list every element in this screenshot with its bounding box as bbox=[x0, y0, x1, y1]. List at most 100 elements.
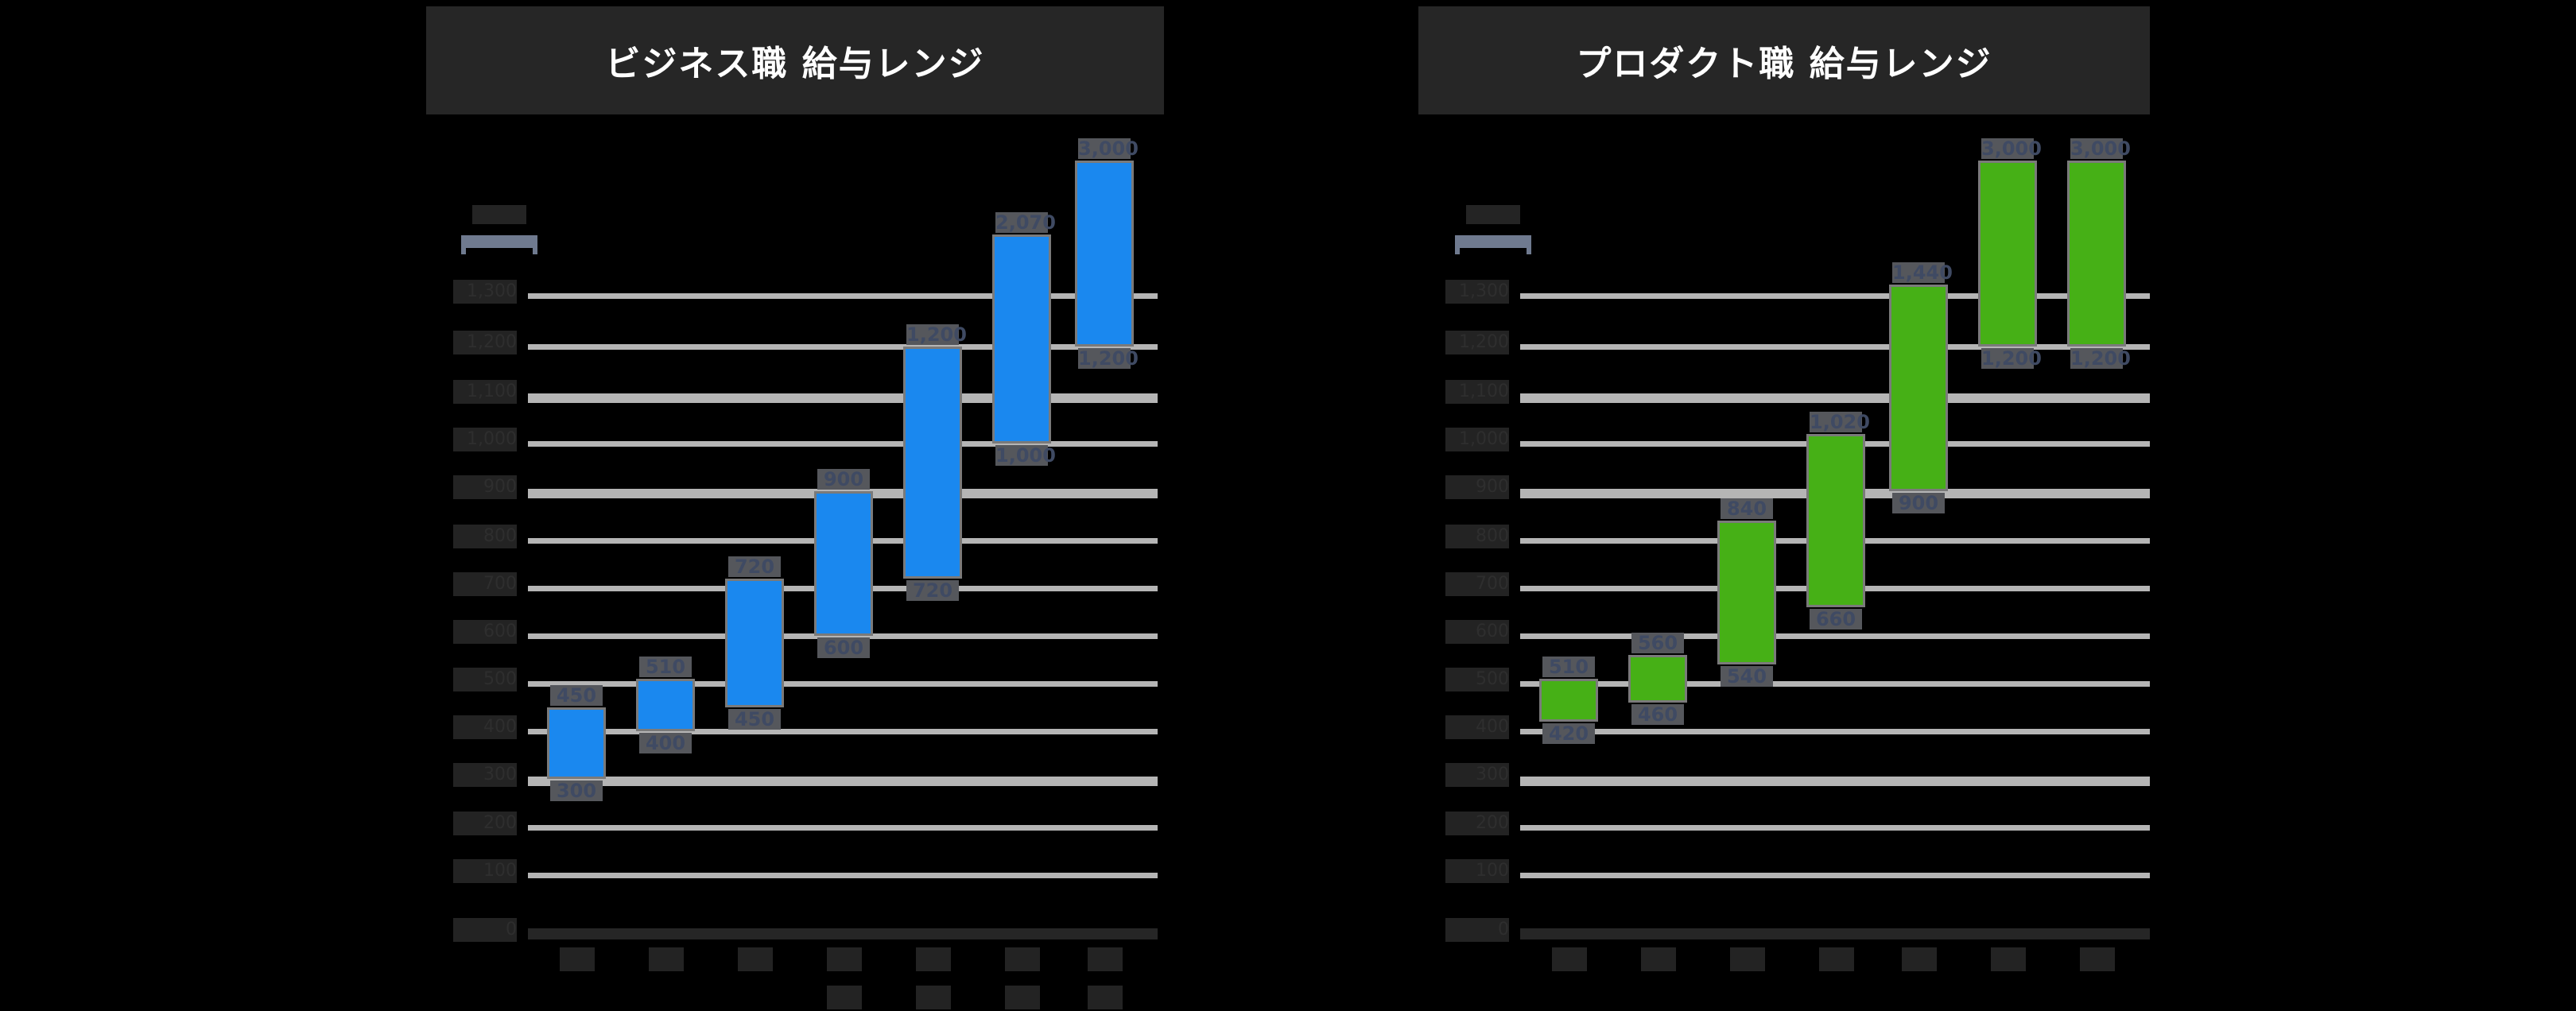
range-min-label: 450 bbox=[728, 709, 781, 730]
y-axis-tick-label: 100 bbox=[453, 859, 517, 883]
y-axis-unit-label bbox=[472, 205, 526, 224]
range-min-label: 460 bbox=[1631, 704, 1684, 725]
range-max-label: 450 bbox=[550, 685, 603, 706]
salary-range-bar bbox=[1889, 285, 1948, 491]
range-max-label: 510 bbox=[1542, 657, 1595, 677]
salary-range-bar bbox=[1978, 161, 2037, 347]
gridline bbox=[528, 344, 1158, 350]
y-axis-tick-label: 400 bbox=[453, 715, 517, 739]
y-axis-tick-label: 1,200 bbox=[1445, 331, 1509, 354]
range-max-label: 510 bbox=[639, 657, 692, 677]
x-axis-category-label bbox=[1088, 947, 1123, 971]
range-max-label: 560 bbox=[1631, 633, 1684, 653]
y-axis-tick-label: 0 bbox=[453, 918, 517, 942]
x-axis-category-sublabel bbox=[1005, 986, 1040, 1009]
y-axis-tick-label: 0 bbox=[1445, 918, 1509, 942]
x-axis-category-label bbox=[1819, 947, 1854, 971]
x-axis-baseline bbox=[528, 928, 1158, 939]
gridline bbox=[528, 729, 1158, 734]
range-min-label: 1,000 bbox=[995, 444, 1056, 467]
x-axis-category-label bbox=[1902, 947, 1937, 971]
range-min-label: 420 bbox=[1542, 723, 1595, 744]
y-axis-tick-label: 900 bbox=[453, 475, 517, 499]
range-max-label: 2,070 bbox=[995, 211, 1056, 234]
x-axis-category-label bbox=[1552, 947, 1587, 971]
range-max-label: 3,000 bbox=[2070, 138, 2131, 160]
salary-range-bar bbox=[725, 579, 784, 707]
chart-title: プロダクト職 給与レンジ bbox=[1576, 44, 1992, 84]
chart-title-bar: プロダクト職 給与レンジ bbox=[1418, 6, 2150, 114]
range-max-label: 3,000 bbox=[1078, 138, 1139, 160]
range-max-label: 1,200 bbox=[906, 323, 967, 346]
y-axis-tick-label: 700 bbox=[453, 572, 517, 596]
y-axis-tick-label: 200 bbox=[453, 812, 517, 835]
y-axis-tick-label: 100 bbox=[1445, 859, 1509, 883]
gridline bbox=[528, 633, 1158, 639]
salary-range-bar bbox=[1717, 521, 1776, 664]
y-axis-tick-label: 200 bbox=[1445, 812, 1509, 835]
x-axis-category-label bbox=[916, 947, 951, 971]
y-axis-tick-label: 600 bbox=[1445, 620, 1509, 644]
gridline bbox=[1520, 344, 2150, 350]
y-axis-unit-label bbox=[1466, 205, 1520, 224]
range-max-label: 840 bbox=[1721, 498, 1773, 520]
salary-range-bar bbox=[903, 347, 962, 579]
range-max-label: 1,020 bbox=[1810, 411, 1870, 433]
y-axis-tick-label: 400 bbox=[1445, 715, 1509, 739]
salary-range-bar bbox=[1539, 679, 1598, 722]
x-axis-category-sublabel bbox=[827, 986, 862, 1009]
gridline bbox=[528, 681, 1158, 687]
range-min-label: 600 bbox=[817, 637, 870, 658]
x-axis-category-label bbox=[1641, 947, 1676, 971]
range-min-label: 900 bbox=[1892, 493, 1945, 513]
y-axis-tick-label: 800 bbox=[453, 525, 517, 548]
salary-range-bar bbox=[1075, 161, 1134, 347]
range-max-label: 1,440 bbox=[1892, 261, 1953, 284]
x-axis-category-label bbox=[560, 947, 595, 971]
range-max-label: 900 bbox=[817, 469, 870, 490]
gridline bbox=[528, 777, 1158, 786]
gridline bbox=[528, 441, 1158, 447]
salary-range-bar bbox=[814, 491, 873, 636]
chart-title-bar: ビジネス職 給与レンジ bbox=[426, 6, 1164, 114]
salary-range-bar bbox=[1628, 655, 1687, 703]
x-axis-category-label bbox=[738, 947, 773, 971]
y-axis-tick-label: 300 bbox=[453, 763, 517, 787]
x-axis-category-label bbox=[827, 947, 862, 971]
y-axis-unit-marker bbox=[461, 235, 537, 254]
salary-range-bar bbox=[547, 707, 606, 779]
y-axis-tick-label: 1,300 bbox=[1445, 280, 1509, 304]
y-axis-tick-label: 800 bbox=[1445, 525, 1509, 548]
range-min-label: 300 bbox=[550, 781, 603, 801]
salary-range-bar bbox=[1806, 434, 1865, 607]
range-min-label: 1,200 bbox=[2070, 347, 2131, 370]
gridline bbox=[528, 873, 1158, 878]
y-axis-tick-label: 700 bbox=[1445, 572, 1509, 596]
x-axis-category-label bbox=[2080, 947, 2115, 971]
range-min-label: 660 bbox=[1810, 609, 1862, 629]
y-axis-tick-label: 1,000 bbox=[453, 428, 517, 451]
range-min-label: 1,200 bbox=[1078, 347, 1139, 370]
gridline bbox=[1520, 873, 2150, 878]
gridline bbox=[1520, 729, 2150, 734]
y-axis-tick-label: 500 bbox=[1445, 668, 1509, 691]
business-chart-panel: ビジネス職 給与レンジ 0 100 200 300 400 500 600 700 800 900… bbox=[0, 0, 1272, 1011]
gridline bbox=[1520, 681, 2150, 687]
x-axis-category-label bbox=[1730, 947, 1765, 971]
range-min-label: 400 bbox=[639, 733, 692, 753]
range-max-label: 3,000 bbox=[1981, 138, 2042, 160]
y-axis-tick-label: 500 bbox=[453, 668, 517, 691]
x-axis-baseline bbox=[1520, 928, 2150, 939]
range-max-label: 720 bbox=[728, 556, 781, 577]
x-axis-category-sublabel bbox=[1088, 986, 1123, 1009]
range-min-label: 1,200 bbox=[1981, 347, 2042, 370]
chart-title: ビジネス職 給与レンジ bbox=[605, 44, 985, 84]
range-min-label: 720 bbox=[906, 580, 959, 601]
gridline bbox=[528, 825, 1158, 831]
y-axis-tick-label: 1,000 bbox=[1445, 428, 1509, 451]
gridline bbox=[528, 293, 1158, 299]
x-axis-category-label bbox=[649, 947, 684, 971]
x-axis-category-label bbox=[1991, 947, 2026, 971]
y-axis-unit-marker bbox=[1455, 235, 1531, 254]
